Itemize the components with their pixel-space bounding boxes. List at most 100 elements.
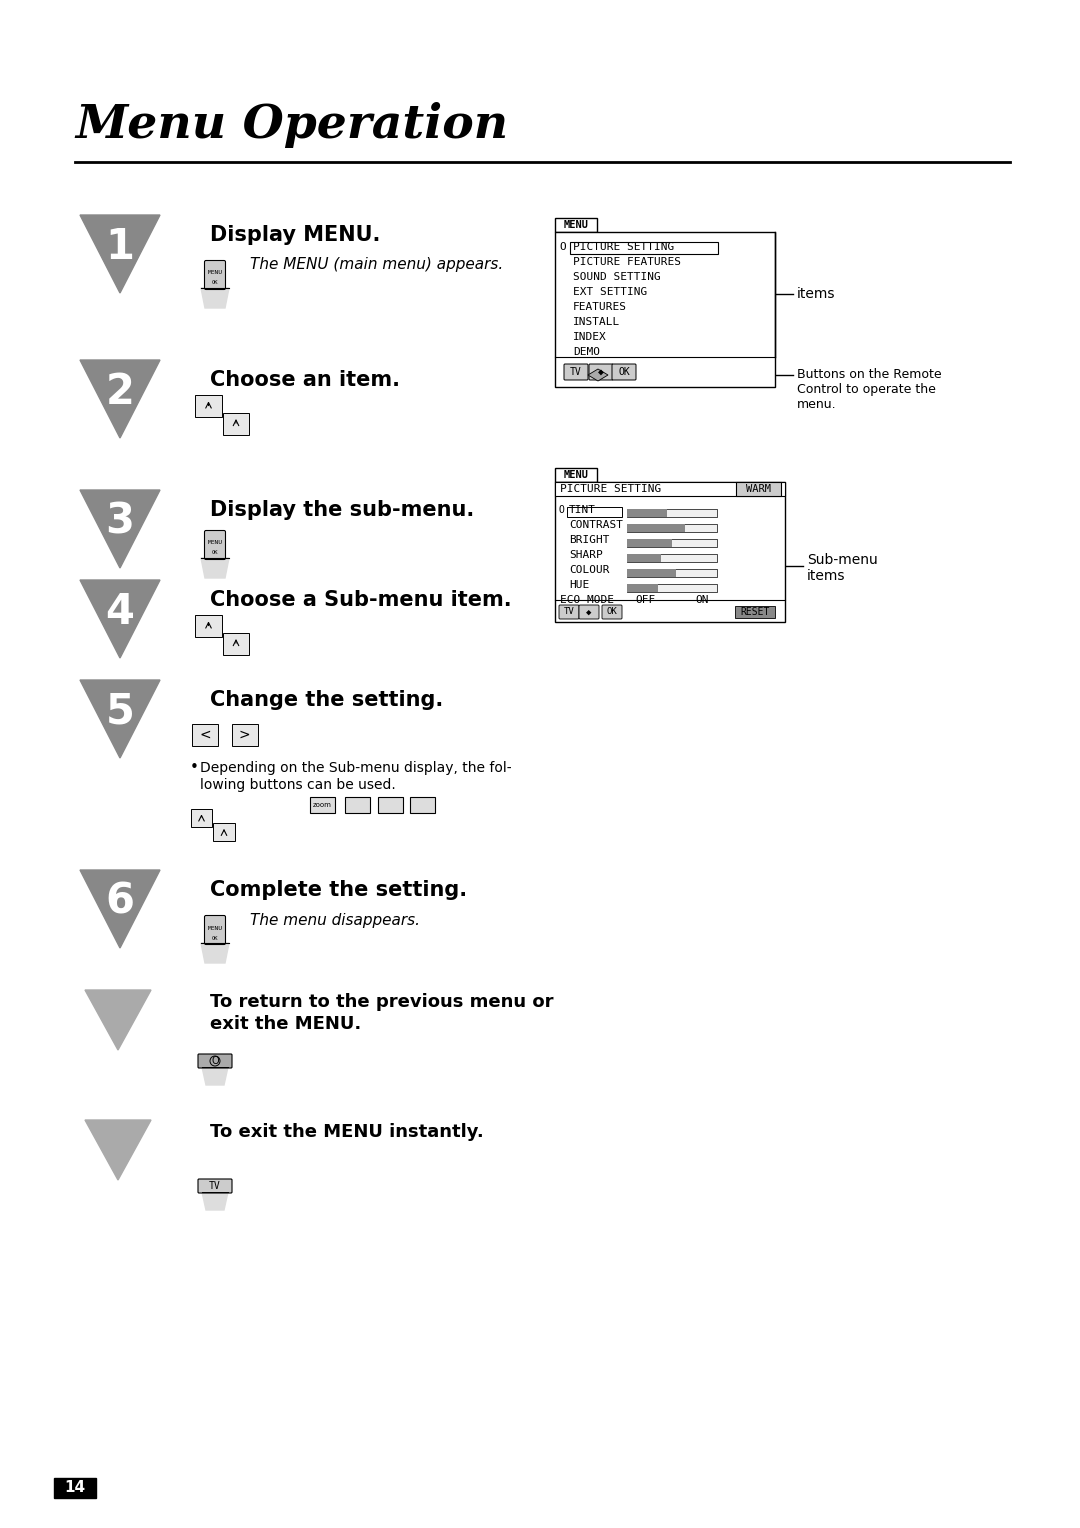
Text: OK: OK — [212, 550, 218, 556]
Text: 3: 3 — [106, 501, 135, 542]
Polygon shape — [80, 869, 160, 947]
Text: PICTURE FEATURES: PICTURE FEATURES — [573, 257, 681, 267]
Text: Buttons on the Remote: Buttons on the Remote — [797, 368, 942, 382]
FancyBboxPatch shape — [410, 798, 435, 813]
Text: Menu Operation: Menu Operation — [75, 102, 508, 148]
FancyBboxPatch shape — [198, 1054, 232, 1068]
Text: INSTALL: INSTALL — [573, 316, 620, 327]
Text: menu.: menu. — [797, 399, 837, 411]
Text: The MENU (main menu) appears.: The MENU (main menu) appears. — [249, 258, 503, 272]
Polygon shape — [80, 361, 160, 439]
Text: <: < — [200, 727, 211, 743]
FancyBboxPatch shape — [627, 584, 717, 591]
Text: OK: OK — [212, 935, 218, 941]
Text: TV: TV — [564, 608, 575, 616]
FancyBboxPatch shape — [345, 798, 370, 813]
FancyBboxPatch shape — [627, 509, 667, 516]
FancyBboxPatch shape — [555, 481, 785, 497]
FancyBboxPatch shape — [627, 555, 661, 562]
FancyBboxPatch shape — [627, 524, 685, 532]
Text: PICTURE SETTING: PICTURE SETTING — [561, 484, 661, 494]
FancyBboxPatch shape — [627, 524, 717, 532]
Text: EXT SETTING: EXT SETTING — [573, 287, 647, 296]
Polygon shape — [80, 680, 160, 758]
Polygon shape — [202, 1067, 228, 1085]
FancyBboxPatch shape — [555, 468, 597, 481]
Text: DEMO: DEMO — [573, 347, 600, 358]
FancyBboxPatch shape — [564, 364, 588, 380]
FancyBboxPatch shape — [198, 1180, 232, 1193]
Text: Change the setting.: Change the setting. — [210, 691, 443, 711]
Text: Display the sub-menu.: Display the sub-menu. — [210, 500, 474, 520]
FancyBboxPatch shape — [627, 568, 717, 578]
Text: ON: ON — [696, 594, 708, 605]
Text: OK: OK — [212, 281, 218, 286]
FancyBboxPatch shape — [555, 232, 775, 387]
Text: Choose an item.: Choose an item. — [210, 370, 400, 390]
Text: OK: OK — [607, 608, 618, 616]
Circle shape — [210, 1056, 220, 1067]
Text: 4: 4 — [106, 591, 134, 633]
Polygon shape — [201, 558, 229, 578]
Text: •: • — [190, 761, 199, 776]
FancyBboxPatch shape — [627, 555, 717, 562]
Polygon shape — [213, 824, 234, 842]
Text: Sub-menu: Sub-menu — [807, 553, 878, 567]
Polygon shape — [201, 943, 229, 963]
Text: lowing buttons can be used.: lowing buttons can be used. — [200, 778, 395, 792]
Text: PICTURE SETTING: PICTURE SETTING — [573, 241, 674, 252]
Polygon shape — [80, 490, 160, 568]
FancyBboxPatch shape — [559, 605, 579, 619]
Text: Depending on the Sub-menu display, the fol-: Depending on the Sub-menu display, the f… — [200, 761, 512, 775]
Text: ◆: ◆ — [598, 367, 604, 377]
Polygon shape — [195, 396, 221, 417]
FancyBboxPatch shape — [627, 509, 717, 516]
FancyBboxPatch shape — [378, 798, 403, 813]
Text: FEATURES: FEATURES — [573, 303, 627, 312]
FancyBboxPatch shape — [570, 241, 718, 254]
Text: WARM: WARM — [746, 484, 771, 494]
FancyBboxPatch shape — [627, 539, 717, 547]
Text: MENU: MENU — [564, 471, 589, 480]
FancyBboxPatch shape — [204, 915, 226, 944]
Text: BRIGHT: BRIGHT — [569, 535, 609, 545]
Text: Complete the setting.: Complete the setting. — [210, 880, 468, 900]
Text: TV: TV — [210, 1181, 221, 1190]
Text: exit the MENU.: exit the MENU. — [210, 1015, 361, 1033]
FancyBboxPatch shape — [589, 364, 613, 380]
Text: ◆: ◆ — [586, 608, 592, 616]
Text: Control to operate the: Control to operate the — [797, 384, 936, 396]
FancyBboxPatch shape — [612, 364, 636, 380]
FancyBboxPatch shape — [627, 568, 676, 578]
Text: O: O — [559, 241, 566, 252]
FancyBboxPatch shape — [735, 481, 781, 497]
FancyBboxPatch shape — [555, 481, 785, 622]
Text: OFF: OFF — [635, 594, 656, 605]
Text: O: O — [558, 504, 564, 515]
Polygon shape — [201, 287, 229, 309]
Text: TINT: TINT — [569, 504, 596, 515]
Polygon shape — [222, 633, 249, 656]
Text: >: > — [239, 727, 251, 743]
FancyBboxPatch shape — [54, 1478, 96, 1497]
Text: SHARP: SHARP — [569, 550, 603, 559]
Polygon shape — [80, 215, 160, 293]
Polygon shape — [588, 368, 608, 380]
Text: items: items — [797, 287, 836, 301]
FancyBboxPatch shape — [579, 605, 599, 619]
Text: 6: 6 — [106, 882, 135, 923]
Polygon shape — [191, 808, 213, 827]
Text: SOUND SETTING: SOUND SETTING — [573, 272, 661, 283]
Text: items: items — [807, 568, 846, 584]
FancyBboxPatch shape — [310, 798, 335, 813]
Text: zoom: zoom — [312, 802, 332, 808]
FancyBboxPatch shape — [204, 260, 226, 289]
Polygon shape — [231, 724, 258, 746]
Text: Choose a Sub-menu item.: Choose a Sub-menu item. — [210, 590, 512, 610]
Text: 5: 5 — [106, 691, 134, 733]
FancyBboxPatch shape — [567, 507, 622, 516]
Text: CONTRAST: CONTRAST — [569, 520, 623, 530]
FancyBboxPatch shape — [735, 607, 775, 617]
FancyBboxPatch shape — [602, 605, 622, 619]
Polygon shape — [202, 1192, 228, 1210]
